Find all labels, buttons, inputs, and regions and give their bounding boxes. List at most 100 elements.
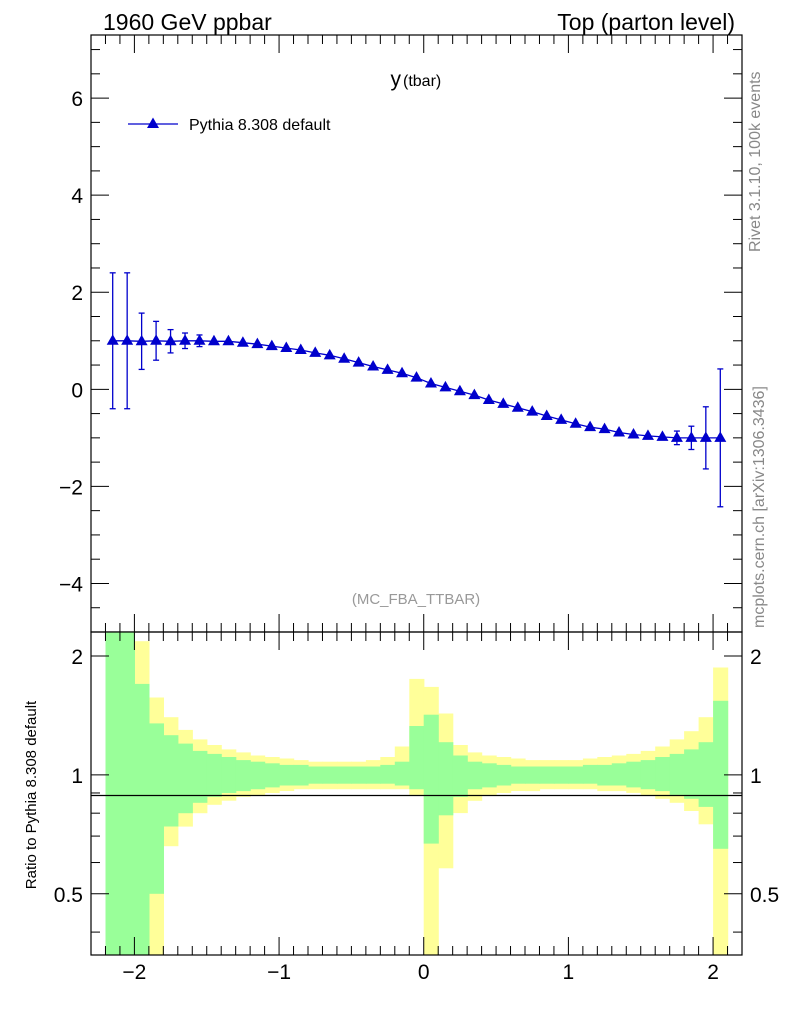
- inner-band-bin: [684, 749, 700, 799]
- rivet-info-label: Rivet 3.1.10, 100k events: [747, 71, 764, 252]
- inner-band-bin: [279, 764, 295, 786]
- legend: Pythia 8.308 default: [128, 117, 331, 134]
- inner-band-bin: [221, 757, 237, 793]
- inner-band-bin: [640, 760, 656, 790]
- inner-band-bin: [452, 755, 468, 797]
- inner-band-bin: [322, 766, 338, 784]
- inner-band-bin: [655, 757, 671, 792]
- inner-band-bin: [713, 700, 729, 849]
- inner-band-bin: [163, 735, 179, 827]
- data-point-triangle: [222, 334, 235, 346]
- data-point-triangle: [236, 336, 249, 347]
- data-point-triangle: [540, 409, 553, 421]
- inner-band-bin: [698, 742, 714, 807]
- data-point-triangle: [670, 431, 683, 442]
- inner-band-bin: [438, 742, 454, 816]
- plot-title-main: y: [391, 68, 402, 91]
- inner-band-bin: [510, 766, 526, 784]
- ratio-axis-ticks: 0.5 0.5 1 1 2 2 −2 −1 0 1 2: [54, 632, 779, 984]
- inner-band-bin: [626, 761, 642, 788]
- ratio-y-tick-label-left: 2: [71, 646, 83, 669]
- x-tick-label: −2: [122, 961, 146, 984]
- mcplots-reference-label: mcplots.cern.ch [arXiv:1306.3436]: [751, 386, 768, 628]
- ratio-plot-panel: 0.5 0.5 1 1 2 2 −2 −1 0 1 2 Ratio to Pythia 8.308 …: [23, 631, 779, 984]
- data-point-triangle: [381, 363, 394, 374]
- data-point-triangle: [714, 431, 727, 442]
- data-point-triangle: [135, 334, 148, 346]
- data-point-triangle: [294, 343, 307, 355]
- ratio-y-tick-label-right: 0.5: [750, 884, 779, 907]
- inner-band-bin: [250, 761, 266, 790]
- data-point-triangle: [699, 431, 712, 442]
- ratio-y-tick-label-right: 1: [750, 765, 762, 788]
- analysis-watermark: (MC_FBA_TTBAR): [352, 591, 480, 608]
- series-pythia: [106, 272, 727, 508]
- inner-band-bin: [264, 763, 280, 788]
- inner-band-bin: [568, 766, 584, 784]
- data-point-triangle: [482, 393, 495, 404]
- inner-band-bin: [597, 764, 613, 786]
- inner-band-bin: [308, 766, 324, 784]
- series-line: [112, 340, 721, 439]
- ratio-plot-frame: [90, 631, 743, 956]
- ratio-y-axis-label: Ratio to Pythia 8.308 default: [23, 700, 40, 889]
- header-left-label: 1960 GeV ppbar: [103, 9, 272, 35]
- inner-band-bin: [119, 632, 135, 955]
- data-point-triangle: [453, 384, 466, 396]
- data-point-triangle: [352, 356, 365, 367]
- data-point-triangle: [179, 334, 192, 345]
- uncertainty-bands: [105, 632, 729, 955]
- inner-band-bin: [394, 761, 410, 786]
- data-point-triangle: [207, 334, 220, 346]
- inner-band-bin: [423, 714, 439, 844]
- inner-band-bin: [582, 764, 598, 784]
- plot-title-sub: (tbar): [403, 73, 441, 90]
- data-point-triangle: [164, 334, 177, 346]
- inner-band-bin: [611, 763, 627, 786]
- data-point-triangle: [613, 426, 626, 437]
- legend-label: Pythia 8.308 default: [189, 117, 331, 134]
- data-point-triangle: [410, 371, 423, 382]
- data-point-triangle: [569, 417, 582, 428]
- inner-band-bin: [206, 753, 222, 797]
- data-point-triangle: [121, 334, 134, 345]
- data-point-triangle: [598, 422, 611, 434]
- data-point-triangle: [396, 366, 409, 378]
- ratio-y-tick-label-left: 0.5: [54, 884, 83, 907]
- data-point-triangle: [511, 401, 524, 412]
- y-tick-label: 0: [71, 379, 83, 402]
- main-axis-ticks: −4 −2 0 2 4 6: [59, 35, 743, 633]
- inner-band-bin: [539, 766, 555, 784]
- data-point-triangle: [280, 341, 293, 353]
- x-tick-label: −1: [267, 961, 291, 984]
- x-tick-label: 2: [707, 961, 719, 984]
- data-point-triangle: [424, 376, 437, 388]
- inner-band-bin: [351, 766, 367, 784]
- main-plot-panel: −4 −2 0 2 4 6 y (tbar) (MC_FBA_TTBAR) Pythia …: [59, 34, 743, 633]
- inner-band-bin: [177, 743, 193, 814]
- inner-band-bin: [365, 766, 381, 784]
- inner-band-bin: [380, 764, 396, 784]
- data-point-triangle: [627, 427, 640, 439]
- inner-band-bin: [496, 764, 512, 786]
- data-point-triangle: [323, 348, 336, 360]
- inner-band-bin: [293, 764, 309, 786]
- legend-triangle-marker: [147, 117, 159, 128]
- data-point-triangle: [251, 337, 264, 349]
- data-point-triangle: [265, 339, 278, 351]
- data-point-triangle: [685, 431, 698, 442]
- inner-band-bin: [105, 632, 121, 955]
- inner-band-bin: [148, 723, 164, 894]
- inner-band-bin: [409, 726, 425, 790]
- y-tick-label: 6: [71, 88, 83, 111]
- data-point-triangle: [656, 430, 669, 441]
- data-point-triangle: [338, 352, 351, 363]
- ratio-y-tick-label-left: 1: [71, 765, 83, 788]
- data-point-triangle: [106, 334, 119, 345]
- data-point-triangle: [309, 346, 322, 357]
- data-point-triangle: [150, 334, 163, 345]
- header-right-label: Top (parton level): [557, 9, 735, 35]
- inner-band-bin: [481, 763, 497, 788]
- data-point-triangle: [367, 360, 380, 371]
